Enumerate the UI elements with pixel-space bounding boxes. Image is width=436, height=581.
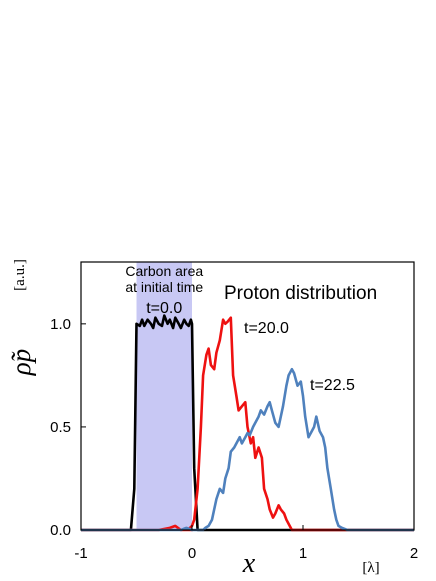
plot-frame	[80, 261, 415, 531]
carbon-area-shade	[136, 262, 192, 530]
x-axis-unit: [λ]	[362, 560, 379, 576]
x-tick-label-3: 2	[410, 545, 418, 562]
y-axis-unit: [a.u.]	[12, 259, 28, 291]
series-label-t225: t=22.5	[310, 377, 355, 394]
ticks-layer: -1 0 1 2 0.0 0.5 1.0	[50, 316, 418, 562]
x-tick-label-0: -1	[74, 545, 87, 562]
y-axis-label: ρ̃p	[6, 349, 36, 376]
series-label-t0: t=0.0	[146, 300, 182, 317]
x-axis-label: x	[242, 548, 256, 579]
carbon-area-label-line2: at initial time	[125, 279, 203, 295]
y-tick-label-0: 0.0	[50, 522, 71, 539]
series-line-2	[81, 367, 414, 532]
series-label-t20: t=20.0	[244, 320, 289, 337]
x-tick-label-1: 0	[188, 545, 196, 562]
chart-title: Proton distribution	[224, 283, 377, 304]
series-line-1	[81, 316, 414, 532]
y-tick-label-1: 0.5	[50, 419, 71, 436]
series-line-0	[81, 314, 414, 532]
x-tick-label-2: 1	[299, 545, 307, 562]
y-tick-label-2: 1.0	[50, 316, 71, 333]
series-layer	[81, 314, 414, 532]
carbon-area-label-line1: Carbon area	[125, 263, 203, 279]
